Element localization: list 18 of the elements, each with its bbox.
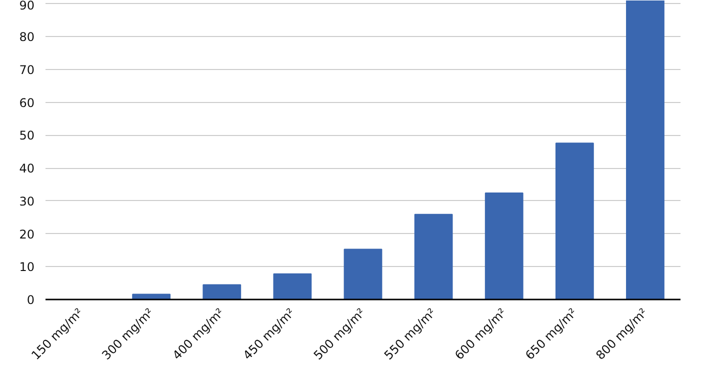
- y-tick-label: 20: [19, 227, 35, 242]
- bar: [414, 214, 453, 300]
- bar: [484, 192, 524, 300]
- y-tick-label: 40: [19, 162, 35, 176]
- y-tick-label: 10: [19, 260, 35, 274]
- y-tick-label: 60: [19, 96, 35, 110]
- bar: [344, 248, 382, 300]
- y-tick-label: 90: [19, 0, 35, 12]
- bar: [626, 0, 664, 300]
- bar: [202, 284, 242, 300]
- y-tick-label: 50: [19, 128, 35, 143]
- bar: [555, 142, 594, 300]
- y-tick-label: 0: [26, 293, 35, 307]
- bar: [132, 294, 171, 300]
- y-tick-label: 30: [19, 194, 35, 208]
- bar: [273, 273, 312, 300]
- y-tick-label: 80: [19, 30, 35, 44]
- y-tick-label: 70: [19, 63, 35, 77]
